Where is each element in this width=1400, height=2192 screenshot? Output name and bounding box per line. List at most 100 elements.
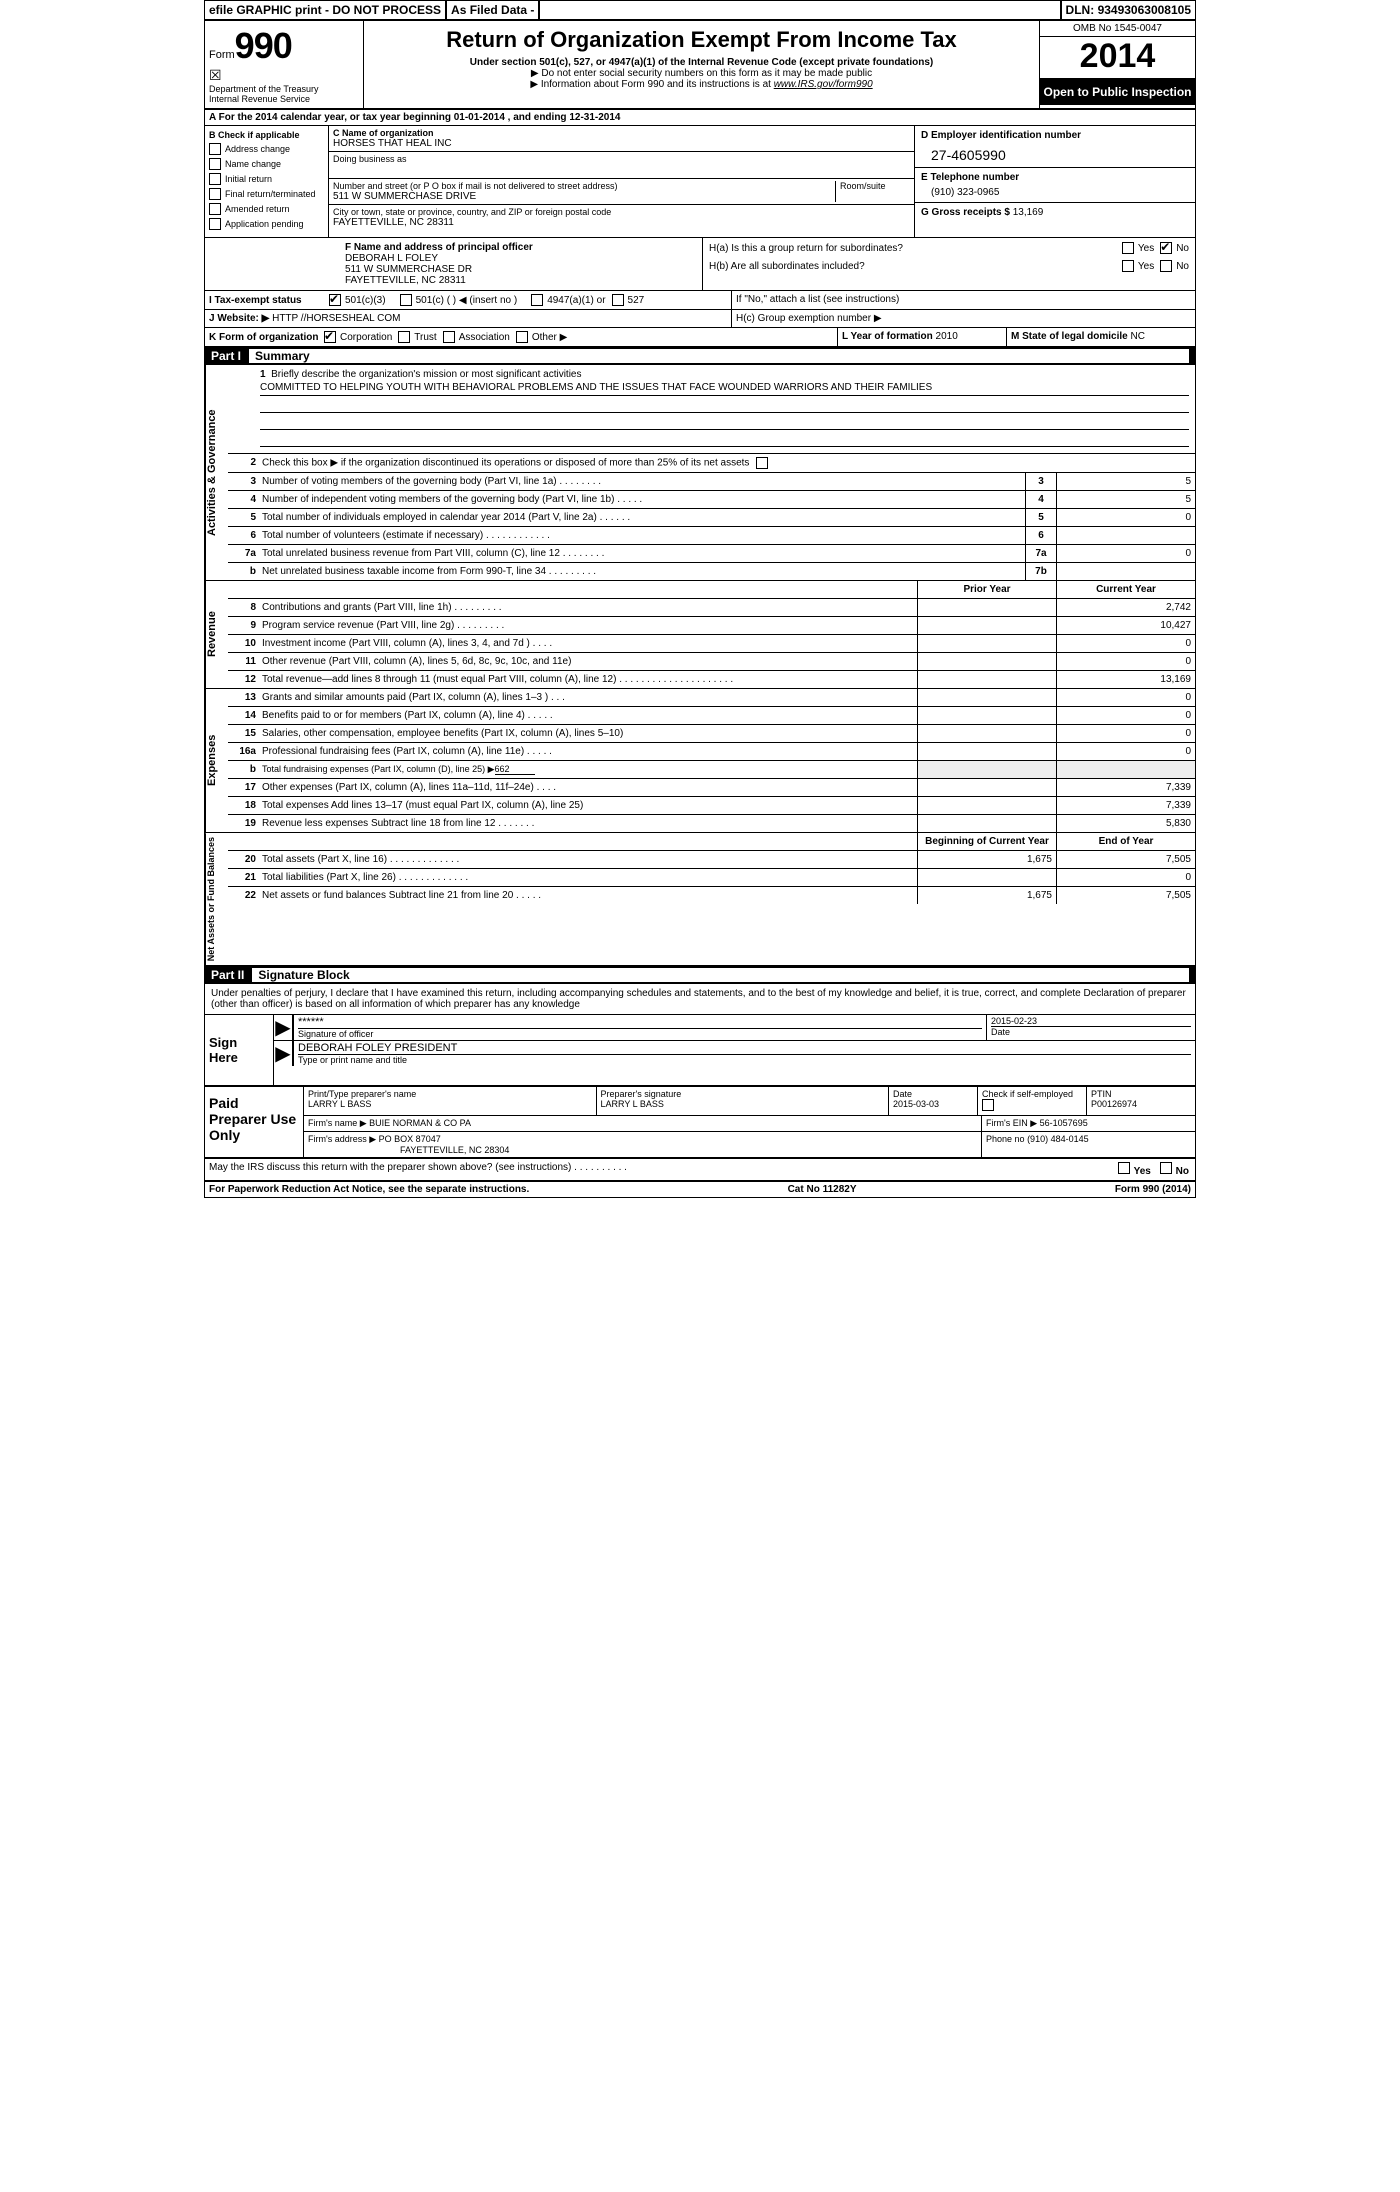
arrow-icon: ▶ [274, 1041, 294, 1066]
check-other[interactable] [516, 331, 528, 343]
dba-label: Doing business as [333, 154, 910, 164]
row-j-website: J Website: ▶ HTTP //HORSESHEAL COM H(c) … [205, 310, 1195, 328]
summary-row: 5Total number of individuals employed in… [228, 509, 1195, 527]
paperwork-notice: For Paperwork Reduction Act Notice, see … [209, 1184, 529, 1195]
summary-row: 10Investment income (Part VIII, column (… [228, 635, 1195, 653]
main-info-block: B Check if applicable Address change Nam… [205, 126, 1195, 238]
room-label: Room/suite [840, 181, 910, 191]
form-number: Form990 [209, 25, 359, 67]
expenses-section: Expenses 13Grants and similar amounts pa… [205, 689, 1195, 833]
firm-addr2: FAYETTEVILLE, NC 28304 [308, 1145, 509, 1155]
summary-row: 3Number of voting members of the governi… [228, 473, 1195, 491]
check-name-change[interactable] [209, 158, 221, 170]
gross-value: 13,169 [1013, 207, 1044, 218]
part-2-header: Part II Signature Block [205, 966, 1195, 984]
paid-preparer-block: Paid Preparer Use Only Print/Type prepar… [205, 1087, 1195, 1159]
column-c-org-info: C Name of organization HORSES THAT HEAL … [329, 126, 914, 237]
sign-here-block: Sign Here ▶ ****** Signature of officer … [205, 1015, 1195, 1087]
end-year-header: End of Year [1056, 833, 1195, 850]
phone-value: (910) 323-0965 [921, 183, 1189, 198]
self-employed-check: Check if self-employed [978, 1087, 1087, 1115]
balances-section: Net Assets or Fund Balances Beginning of… [205, 833, 1195, 966]
irs-label: Internal Revenue Service [209, 94, 359, 104]
revenue-section: Revenue Prior Year Current Year 8Contrib… [205, 581, 1195, 689]
summary-row: 22Net assets or fund balances Subtract l… [228, 887, 1195, 904]
hb-yes[interactable] [1122, 260, 1134, 272]
top-bar: efile GRAPHIC print - DO NOT PROCESS As … [205, 1, 1195, 21]
firm-addr1: PO BOX 87047 [379, 1134, 441, 1144]
check-527[interactable] [612, 294, 624, 306]
check-4947[interactable] [531, 294, 543, 306]
preparer-sig: LARRY L BASS [601, 1099, 885, 1109]
discuss-no[interactable] [1160, 1162, 1172, 1174]
irs-discuss-row: May the IRS discuss this return with the… [205, 1159, 1195, 1182]
check-amended[interactable] [209, 203, 221, 215]
form-990-page: efile GRAPHIC print - DO NOT PROCESS As … [204, 0, 1196, 1198]
check-discontinued[interactable] [756, 457, 768, 469]
org-name: HORSES THAT HEAL INC [333, 138, 910, 149]
check-trust[interactable] [398, 331, 410, 343]
header-title-block: Return of Organization Exempt From Incom… [364, 21, 1039, 108]
hb-no[interactable] [1160, 260, 1172, 272]
efile-notice: efile GRAPHIC print - DO NOT PROCESS [205, 1, 447, 19]
column-b-checkboxes: B Check if applicable Address change Nam… [205, 126, 329, 237]
org-address: 511 W SUMMERCHASE DRIVE [333, 191, 835, 202]
ha-yes[interactable] [1122, 242, 1134, 254]
ha-no[interactable] [1160, 242, 1172, 254]
summary-row: 13Grants and similar amounts paid (Part … [228, 689, 1195, 707]
summary-row: bNet unrelated business taxable income f… [228, 563, 1195, 580]
discuss-yes[interactable] [1118, 1162, 1130, 1174]
officer-name: DEBORAH FOLEY PRESIDENT [298, 1042, 1191, 1055]
firm-ein: 56-1057695 [1040, 1118, 1088, 1128]
line-2: Check this box ▶ if the organization dis… [258, 454, 1195, 472]
check-assoc[interactable] [443, 331, 455, 343]
page-footer: For Paperwork Reduction Act Notice, see … [205, 1182, 1195, 1197]
tax-year: 2014 [1040, 37, 1195, 79]
form-ref: Form 990 (2014) [1115, 1184, 1191, 1195]
current-year-header: Current Year [1056, 581, 1195, 598]
check-final-return[interactable] [209, 188, 221, 200]
hb-note: If "No," attach a list (see instructions… [731, 291, 1195, 309]
summary-row: 16aProfessional fundraising fees (Part I… [228, 743, 1195, 761]
check-initial-return[interactable] [209, 173, 221, 185]
summary-row: 21Total liabilities (Part X, line 26) . … [228, 869, 1195, 887]
check-self-employed[interactable] [982, 1099, 994, 1111]
officer-signature: ****** [298, 1016, 982, 1028]
as-filed: As Filed Data - [447, 1, 540, 19]
check-pending[interactable] [209, 218, 221, 230]
summary-row: 6Total number of volunteers (estimate if… [228, 527, 1195, 545]
sign-date: 2015-02-23 [991, 1016, 1191, 1026]
header-left: Form990 ☒ Department of the Treasury Int… [205, 21, 364, 108]
phone-label: E Telephone number [921, 172, 1189, 183]
year-formation: L Year of formation 2010 [837, 328, 1006, 346]
preparer-date: 2015-03-03 [893, 1099, 973, 1109]
summary-row: 17Other expenses (Part IX, column (A), l… [228, 779, 1195, 797]
dept-treasury: Department of the Treasury [209, 84, 359, 94]
addr-label: Number and street (or P O box if mail is… [333, 181, 835, 191]
summary-row: 8Contributions and grants (Part VIII, li… [228, 599, 1195, 617]
vtab-balances: Net Assets or Fund Balances [205, 833, 228, 965]
vtab-expenses: Expenses [205, 689, 228, 832]
prior-year-header: Prior Year [917, 581, 1056, 598]
perjury-declaration: Under penalties of perjury, I declare th… [205, 984, 1195, 1015]
check-501c3[interactable] [329, 294, 341, 306]
hc-label: H(c) Group exemption number ▶ [731, 310, 1195, 327]
summary-row: 11Other revenue (Part VIII, column (A), … [228, 653, 1195, 671]
header-right: OMB No 1545-0047 2014 Open to Public Ins… [1039, 21, 1195, 108]
row-i-tax-status: I Tax-exempt status 501(c)(3) 501(c) ( )… [205, 291, 1195, 310]
form-subtitle: Under section 501(c), 527, or 4947(a)(1)… [372, 57, 1031, 68]
principal-officer: F Name and address of principal officer … [205, 238, 702, 290]
org-city: FAYETTEVILLE, NC 28311 [333, 217, 910, 228]
check-address-change[interactable] [209, 143, 221, 155]
governance-section: Activities & Governance 1 Briefly descri… [205, 365, 1195, 581]
ha-label: H(a) Is this a group return for subordin… [709, 243, 1122, 254]
website-value: HTTP //HORSESHEAL COM [272, 313, 400, 324]
summary-row: 15Salaries, other compensation, employee… [228, 725, 1195, 743]
check-501c[interactable] [400, 294, 412, 306]
summary-row: 12Total revenue—add lines 8 through 11 (… [228, 671, 1195, 688]
firm-name: BUIE NORMAN & CO PA [369, 1118, 471, 1128]
firm-phone: (910) 484-0145 [1027, 1134, 1089, 1144]
row-f-h: F Name and address of principal officer … [205, 238, 1195, 291]
summary-row: 9Program service revenue (Part VIII, lin… [228, 617, 1195, 635]
check-corp[interactable] [324, 331, 336, 343]
